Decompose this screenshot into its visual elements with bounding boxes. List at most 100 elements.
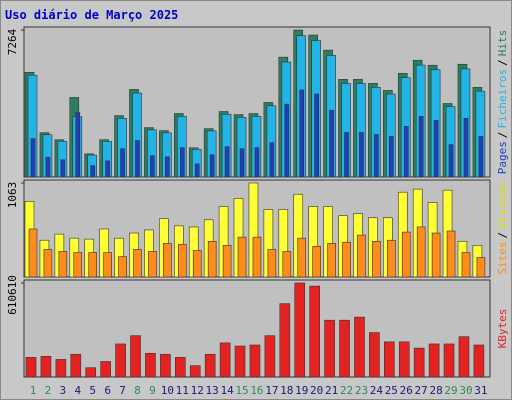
bar bbox=[237, 236, 247, 278]
bar bbox=[357, 234, 366, 278]
x-tick-label: 10 bbox=[161, 384, 174, 397]
x-tick-label: 13 bbox=[206, 384, 219, 397]
bar bbox=[40, 356, 52, 378]
x-tick-label: 25 bbox=[385, 384, 398, 397]
bar bbox=[327, 243, 336, 278]
bar bbox=[178, 243, 187, 278]
bar bbox=[312, 246, 321, 278]
x-tick-label: 14 bbox=[220, 384, 234, 397]
bar bbox=[374, 134, 379, 178]
bar bbox=[282, 251, 292, 278]
bar bbox=[339, 319, 350, 378]
bar bbox=[461, 252, 471, 278]
bar bbox=[299, 89, 305, 178]
bar bbox=[130, 335, 141, 378]
bar bbox=[294, 282, 306, 378]
bar bbox=[314, 93, 319, 178]
x-tick-label: 5 bbox=[89, 384, 96, 397]
bar bbox=[473, 344, 485, 378]
bar bbox=[398, 341, 410, 378]
x-tick-label: 1 bbox=[30, 384, 37, 397]
x-tick-label: 27 bbox=[415, 384, 428, 397]
bar bbox=[264, 335, 276, 378]
bar bbox=[476, 257, 486, 278]
bar bbox=[433, 120, 439, 178]
x-tick-label: 20 bbox=[310, 384, 323, 397]
bar bbox=[58, 251, 68, 278]
bar bbox=[70, 353, 82, 378]
bar bbox=[145, 352, 156, 378]
bar bbox=[28, 228, 38, 278]
x-tick-label: 26 bbox=[400, 384, 413, 397]
bar bbox=[105, 160, 110, 178]
x-tick-label: 31 bbox=[474, 384, 487, 397]
bar bbox=[324, 319, 335, 378]
bar bbox=[165, 156, 170, 178]
x-tick-label: 30 bbox=[459, 384, 472, 397]
bar bbox=[369, 332, 380, 378]
bar bbox=[135, 140, 140, 178]
bar bbox=[103, 252, 112, 278]
bar bbox=[73, 252, 83, 278]
bar bbox=[100, 361, 111, 378]
legend-entry: Visitas bbox=[496, 182, 509, 228]
y-tick-label: 7264 bbox=[6, 28, 19, 55]
bar bbox=[372, 240, 381, 278]
bar bbox=[389, 136, 394, 178]
bar bbox=[60, 159, 66, 178]
bar bbox=[309, 285, 320, 378]
x-tick-label: 29 bbox=[444, 384, 457, 397]
bar bbox=[180, 147, 185, 178]
x-tick-label: 24 bbox=[370, 384, 384, 397]
bar bbox=[403, 126, 409, 178]
bar bbox=[329, 109, 334, 178]
legend: KBytes bbox=[496, 309, 509, 349]
bar bbox=[189, 365, 201, 378]
legend: Sites / Visitas bbox=[496, 182, 509, 274]
bar bbox=[88, 252, 98, 278]
legend-entry: Ficheiros bbox=[496, 69, 509, 129]
bar bbox=[252, 236, 262, 278]
x-tick-label: 23 bbox=[355, 384, 368, 397]
bar bbox=[207, 240, 217, 278]
y-tick-label: 1063 bbox=[6, 182, 19, 209]
x-tick-label: 8 bbox=[134, 384, 141, 397]
bar bbox=[254, 147, 260, 178]
legend-separator: / bbox=[496, 232, 509, 239]
bar bbox=[85, 367, 97, 378]
bar bbox=[90, 165, 96, 178]
y-tick-label: 610610 bbox=[6, 275, 19, 315]
bar bbox=[75, 112, 81, 178]
bar bbox=[25, 357, 37, 378]
x-tick-label: 9 bbox=[149, 384, 156, 397]
bar bbox=[384, 341, 395, 378]
bar bbox=[43, 249, 53, 278]
bar bbox=[448, 144, 454, 178]
x-tick-label: 11 bbox=[176, 384, 189, 397]
x-tick-label: 15 bbox=[235, 384, 248, 397]
bar bbox=[115, 343, 126, 378]
bar bbox=[148, 251, 157, 278]
bar bbox=[354, 316, 365, 378]
bar bbox=[284, 103, 290, 178]
bar bbox=[120, 148, 125, 178]
bar bbox=[192, 250, 202, 278]
legend-entry: Hits bbox=[496, 30, 509, 57]
bar bbox=[45, 156, 51, 178]
bar bbox=[267, 249, 277, 278]
x-tick-label: 19 bbox=[295, 384, 308, 397]
bar bbox=[209, 154, 215, 178]
x-tick-label: 21 bbox=[325, 384, 338, 397]
bar bbox=[160, 353, 171, 378]
bar bbox=[297, 237, 307, 278]
x-tick-label: 3 bbox=[60, 384, 67, 397]
x-tick-label: 22 bbox=[340, 384, 353, 397]
x-tick-label: 16 bbox=[250, 384, 263, 397]
bar bbox=[269, 142, 275, 178]
legend-separator: / bbox=[496, 131, 509, 138]
bar bbox=[387, 239, 396, 278]
bar bbox=[224, 146, 230, 178]
bar bbox=[428, 343, 440, 378]
